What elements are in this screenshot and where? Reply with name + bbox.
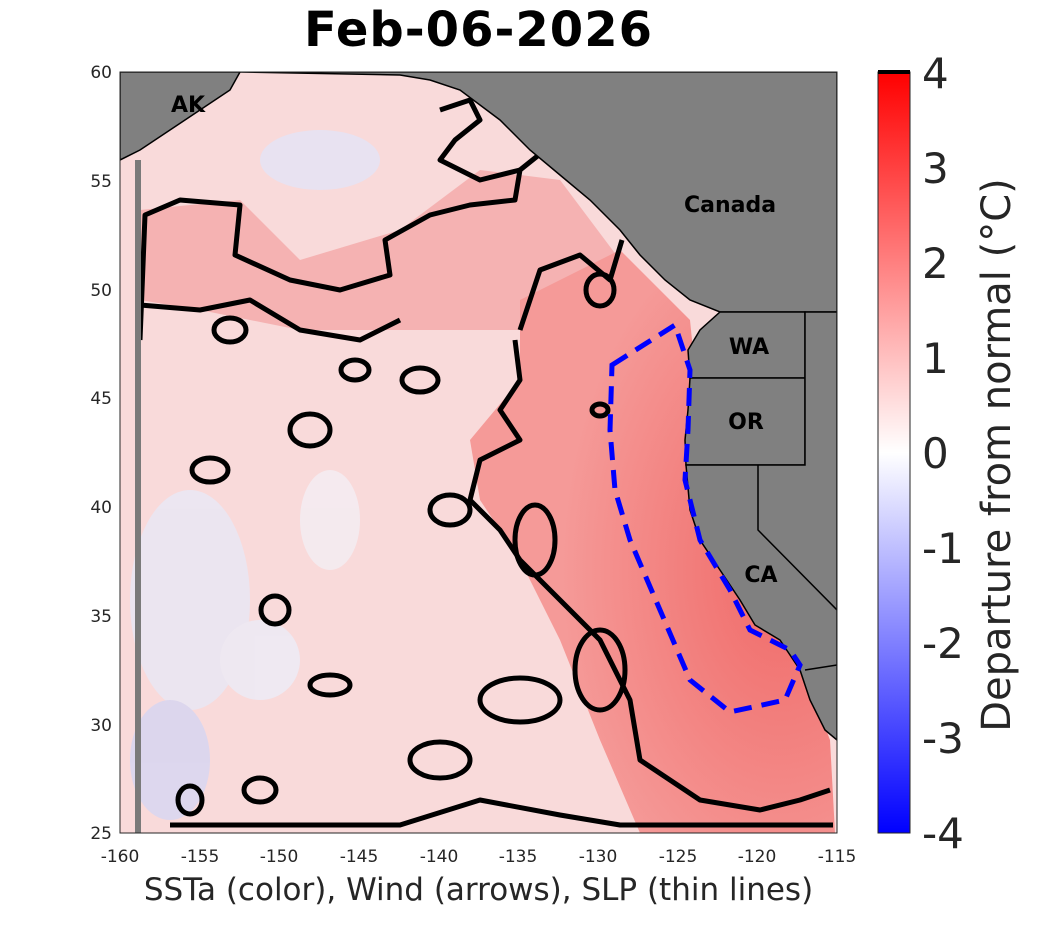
region-label-or: OR [728, 410, 764, 435]
lat-axis: 60 55 50 45 40 35 30 25 [90, 63, 112, 844]
cool-anomaly-patches [130, 130, 380, 820]
lat-tick: 50 [90, 281, 112, 301]
colorbar-tick: -2 [922, 619, 964, 668]
warm-coastal-region [470, 250, 835, 833]
lon-axis: -160 -155 -150 -145 -140 -135 -130 -125 … [101, 847, 857, 867]
lat-tick: 35 [90, 607, 112, 627]
colorbar-tick: 4 [922, 49, 949, 98]
map-title: Feb-06-2026 [304, 2, 653, 58]
colorbar-tick: -1 [922, 524, 964, 573]
colorbar: 4 3 2 1 0 -1 -2 -3 -4 Departure from nor… [877, 49, 1020, 858]
colorbar-gradient [877, 71, 911, 834]
map-plot-area[interactable] [120, 72, 837, 833]
state-borders [757, 465, 837, 671]
lon-tick: -115 [818, 847, 857, 867]
lon-tick: -130 [579, 847, 618, 867]
lon-tick: -160 [101, 847, 140, 867]
lat-tick: 60 [90, 63, 112, 83]
region-label-wa: WA [729, 335, 769, 360]
blue-dashed-region-outline [607, 321, 803, 715]
plot-frame [119, 71, 838, 834]
lat-tick: 30 [90, 716, 112, 736]
lon-tick: -145 [340, 847, 379, 867]
lat-tick: 45 [90, 389, 112, 409]
region-label-ak: AK [171, 93, 206, 118]
lat-tick: 25 [90, 824, 112, 844]
lon-tick: -155 [181, 847, 220, 867]
alaska-land [120, 72, 241, 161]
colorbar-tick: 3 [922, 144, 949, 193]
x-axis-label: SSTa (color), Wind (arrows), SLP (thin l… [143, 872, 814, 908]
lat-tick: 40 [90, 498, 112, 518]
lon-tick: -150 [260, 847, 299, 867]
lat-tick: 55 [90, 172, 112, 192]
lon-tick: -125 [659, 847, 698, 867]
land-masses [120, 72, 837, 741]
colorbar-tick: 1 [922, 334, 949, 383]
colorbar-tick: 0 [922, 429, 949, 478]
lon-tick: -135 [499, 847, 538, 867]
colorbar-tick: -3 [922, 714, 964, 763]
colorbar-tick: -4 [922, 809, 964, 858]
lon-tick: -140 [420, 847, 459, 867]
lon-tick: -120 [738, 847, 777, 867]
warm-band-north [140, 170, 620, 330]
region-label-canada: Canada [684, 193, 776, 218]
region-label-ca: CA [744, 563, 777, 588]
sst-contours [137, 97, 833, 828]
colorbar-label: Departure from normal (°C) [974, 178, 1020, 732]
colorbar-tick: 2 [922, 239, 949, 288]
